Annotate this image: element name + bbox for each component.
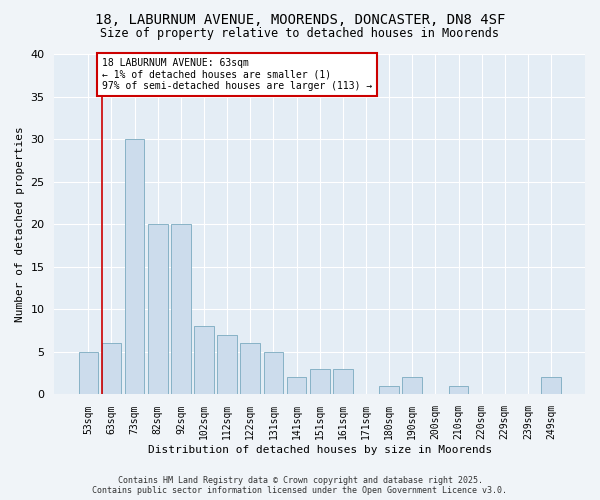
Bar: [541, 378, 561, 394]
Text: Size of property relative to detached houses in Moorends: Size of property relative to detached ho…: [101, 28, 499, 40]
Bar: [171, 224, 191, 394]
Text: 18 LABURNUM AVENUE: 63sqm
← 1% of detached houses are smaller (1)
97% of semi-de: 18 LABURNUM AVENUE: 63sqm ← 1% of detach…: [101, 58, 372, 92]
Bar: [287, 378, 307, 394]
Bar: [263, 352, 283, 395]
Bar: [379, 386, 399, 394]
X-axis label: Distribution of detached houses by size in Moorends: Distribution of detached houses by size …: [148, 445, 492, 455]
Text: 18, LABURNUM AVENUE, MOORENDS, DONCASTER, DN8 4SF: 18, LABURNUM AVENUE, MOORENDS, DONCASTER…: [95, 12, 505, 26]
Y-axis label: Number of detached properties: Number of detached properties: [15, 126, 25, 322]
Bar: [241, 344, 260, 394]
Bar: [79, 352, 98, 395]
Bar: [333, 369, 353, 394]
Bar: [310, 369, 329, 394]
Bar: [403, 378, 422, 394]
Bar: [194, 326, 214, 394]
Bar: [125, 139, 145, 394]
Bar: [217, 335, 237, 394]
Bar: [148, 224, 167, 394]
Bar: [101, 344, 121, 394]
Bar: [449, 386, 469, 394]
Text: Contains HM Land Registry data © Crown copyright and database right 2025.
Contai: Contains HM Land Registry data © Crown c…: [92, 476, 508, 495]
